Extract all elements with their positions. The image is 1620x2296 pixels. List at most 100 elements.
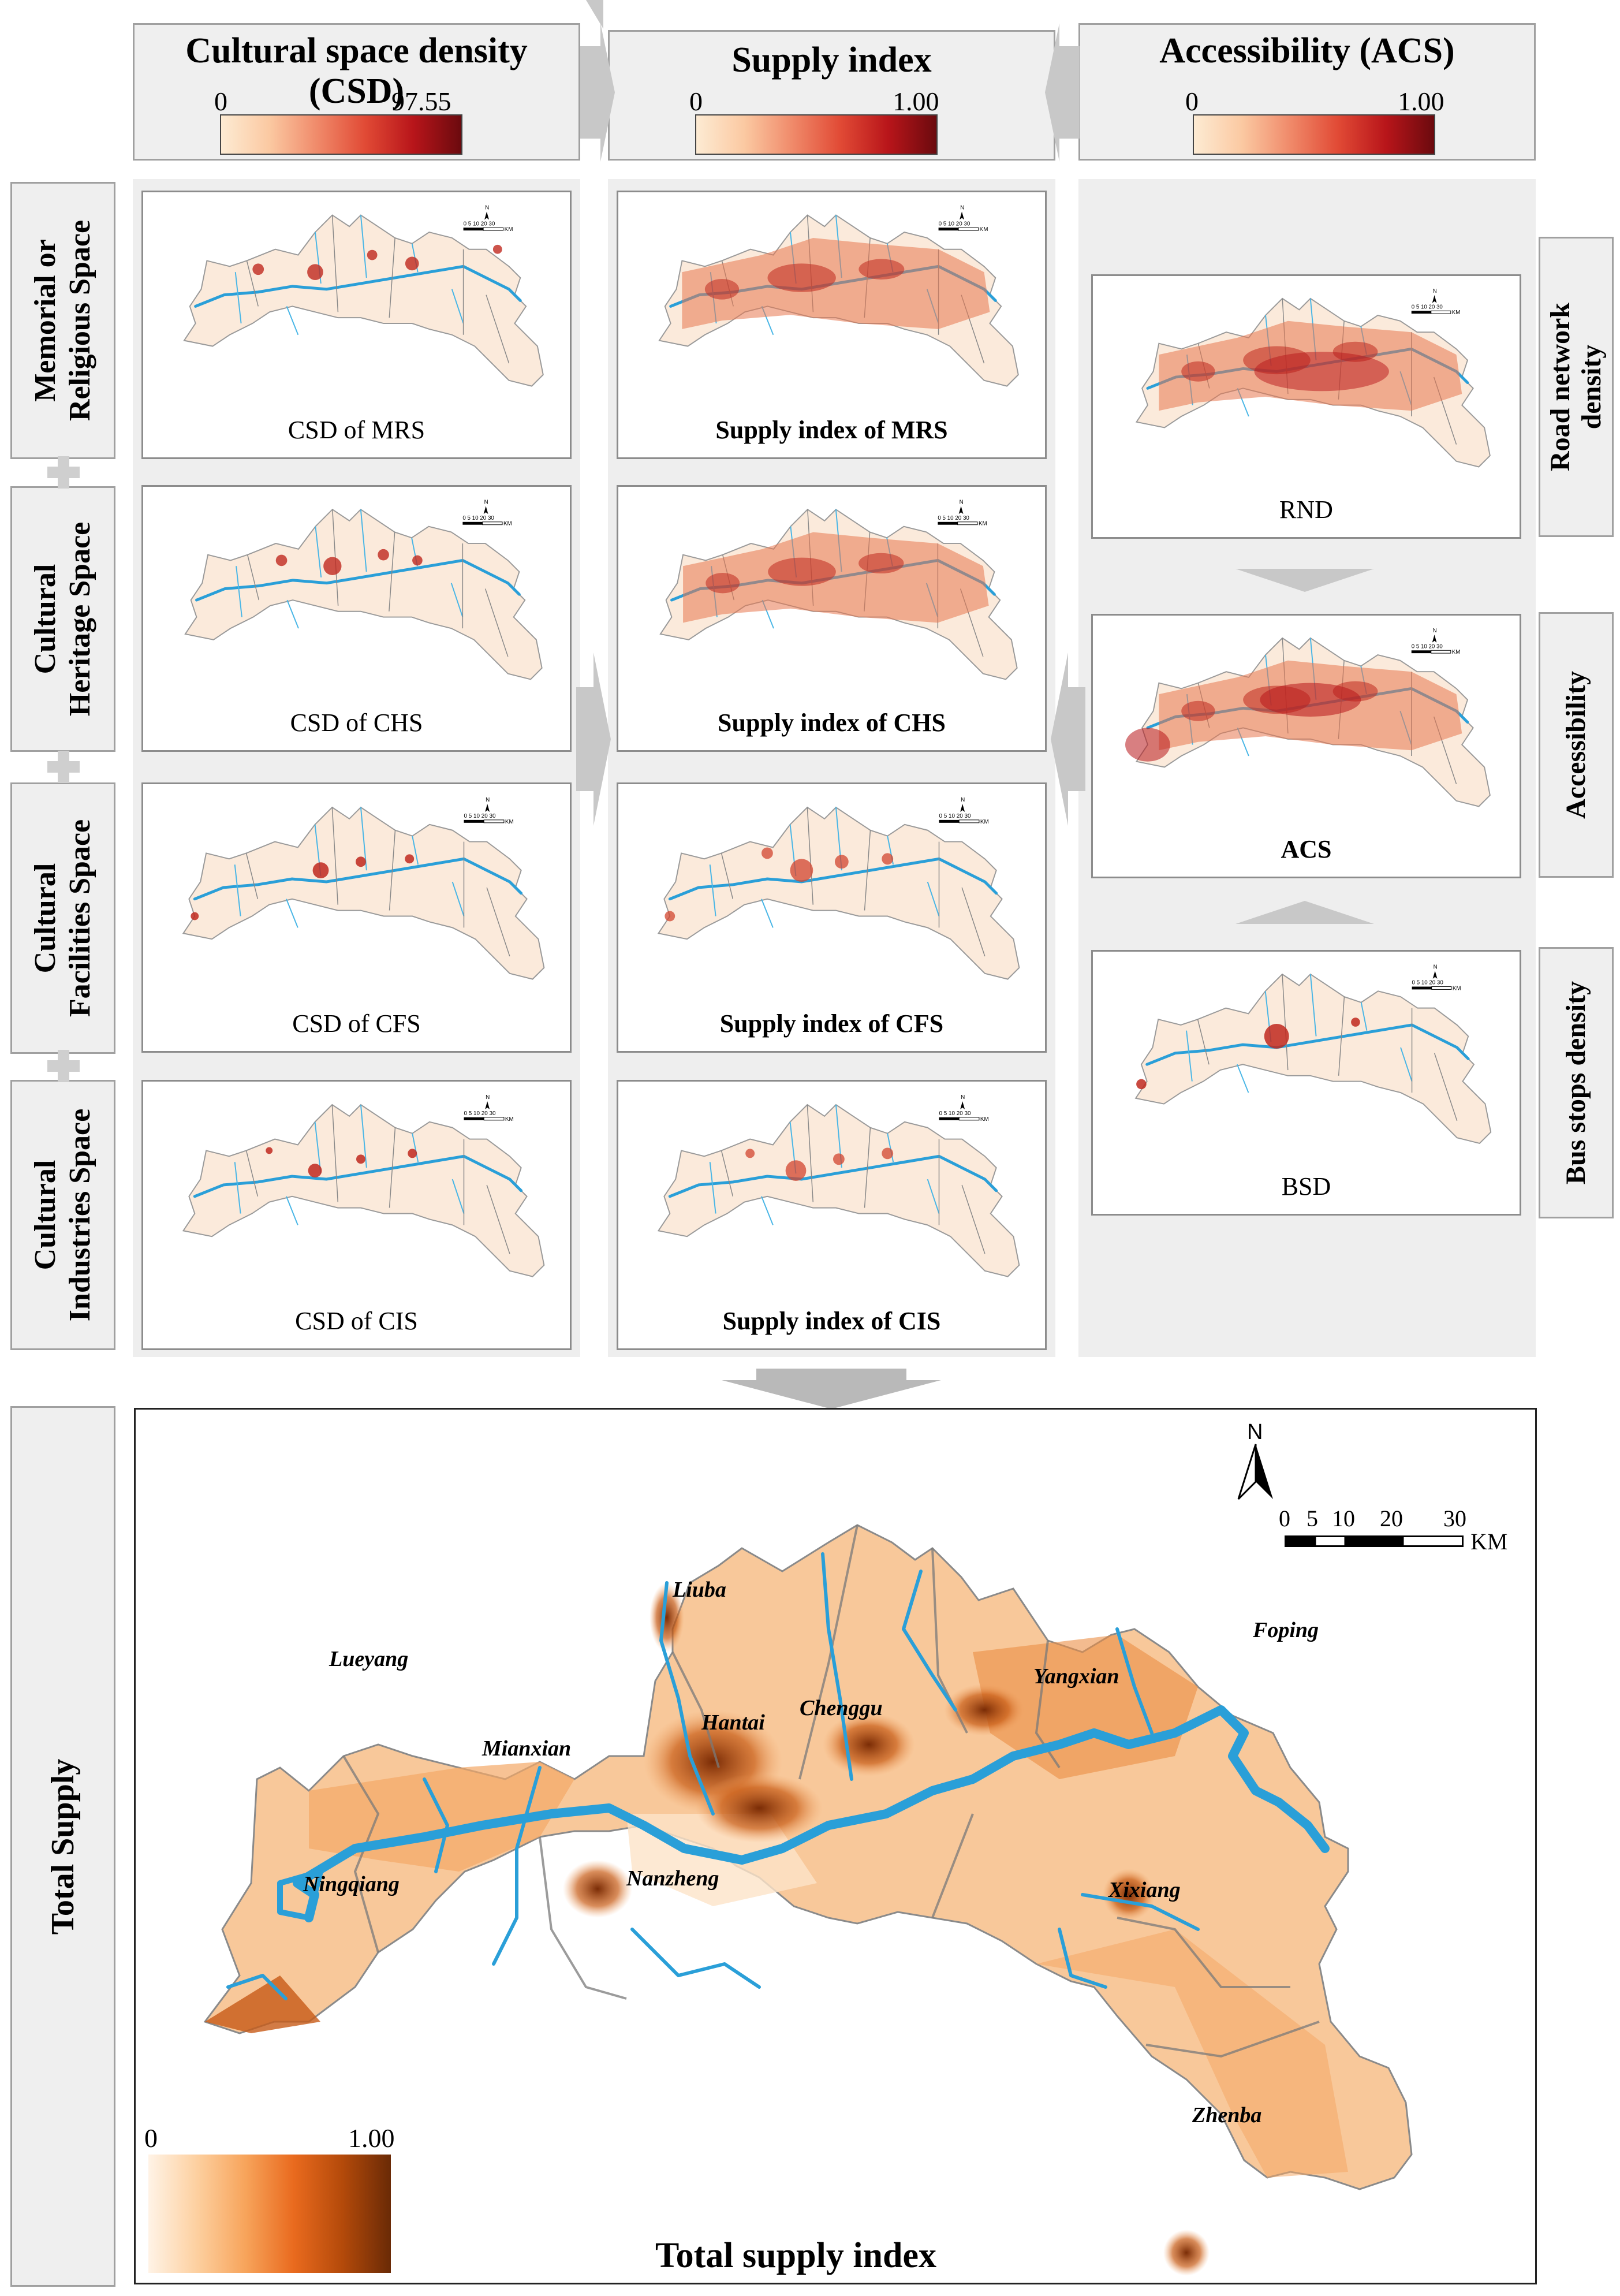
map-supply-cfs-graphic — [618, 784, 1045, 1051]
right-label-acs-line1: Accessibility — [1561, 671, 1591, 819]
arrow-down-total-icon — [722, 1369, 941, 1409]
right-label-rnd: Road network density — [1539, 237, 1614, 537]
city-foping: Foping — [1253, 1618, 1319, 1642]
total-supply-label-box: Total Supply — [10, 1406, 115, 2287]
right-label-acs: Accessibility — [1539, 612, 1614, 878]
arrow-up-icon — [1235, 901, 1374, 924]
panel-arrow-right-icon — [576, 653, 611, 826]
row-label-cis-line1: Cultural — [29, 1160, 62, 1270]
right-label-rnd-line1: Road network — [1545, 302, 1576, 472]
header-supply-title: Supply index — [731, 40, 932, 80]
supply-legend-bar — [695, 114, 938, 155]
city-nanzheng: Nanzheng — [626, 1866, 719, 1891]
header-supply: Supply index 0 1.00 — [608, 30, 1055, 161]
scale-ticks: 0 5 10 20 30 — [1279, 1505, 1469, 1531]
map-rnd-caption: RND — [1279, 495, 1333, 524]
row-label-chs-line1: Cultural — [29, 564, 62, 674]
scale-tick-20: 20 — [1380, 1505, 1403, 1531]
scale-tick-0: 0 — [1279, 1505, 1290, 1531]
map-supply-cfs: Supply index of CFS — [617, 782, 1047, 1053]
map-bsd-graphic — [1093, 952, 1520, 1214]
arrow-left-icon — [1045, 23, 1080, 162]
city-liuba: Liuba — [673, 1578, 726, 1602]
map-supply-cis: Supply index of CIS — [617, 1080, 1047, 1350]
csd-legend-max: 97.55 — [391, 87, 451, 116]
city-xixiang: Xixiang — [1108, 1878, 1181, 1902]
plus-icon — [47, 1050, 80, 1082]
total-legend-max: 1.00 — [348, 2123, 395, 2153]
map-csd-cis: CSD of CIS — [141, 1080, 572, 1350]
supply-legend-max: 1.00 — [893, 87, 939, 116]
acs-legend-bar — [1193, 114, 1435, 155]
total-map-graphic — [203, 1524, 1413, 2276]
map-csd-chs: CSD of CHS — [141, 485, 572, 752]
supply-legend-min: 0 — [689, 87, 703, 116]
city-lueyang: Lueyang — [329, 1647, 409, 1671]
map-bsd: BSD — [1091, 950, 1521, 1216]
row-label-chs: Cultural Heritage Space — [10, 486, 115, 752]
scale-tick-30: 30 — [1443, 1505, 1466, 1531]
city-yangxian: Yangxian — [1033, 1664, 1119, 1689]
map-csd-cfs-graphic — [143, 784, 570, 1051]
map-csd-cis-caption: CSD of CIS — [295, 1307, 418, 1335]
map-supply-mrs-caption: Supply index of MRS — [715, 416, 948, 444]
map-rnd: RND — [1091, 274, 1521, 539]
north-label: N — [1247, 1420, 1263, 1444]
panel-arrow-left-icon — [1051, 653, 1085, 826]
acs-legend-min: 0 — [1185, 87, 1199, 116]
header-csd: Cultural space density (CSD) 0 97.55 — [133, 23, 580, 161]
map-csd-cfs: CSD of CFS — [141, 782, 572, 1053]
map-rnd-graphic — [1093, 276, 1520, 537]
map-supply-cfs-caption: Supply index of CFS — [719, 1009, 944, 1038]
scale-tick-5: 5 — [1307, 1505, 1318, 1531]
city-ningqiang: Ningqiang — [303, 1872, 400, 1896]
plus-icon — [47, 456, 80, 489]
map-supply-chs-caption: Supply index of CHS — [718, 709, 946, 737]
map-csd-mrs: CSD of MRS — [141, 191, 572, 459]
row-label-cfs-line1: Cultural — [29, 863, 62, 974]
map-supply-mrs: Supply index of MRS — [617, 191, 1047, 459]
scale-tick-10: 10 — [1332, 1505, 1355, 1531]
map-csd-chs-graphic — [143, 487, 570, 750]
row-label-cfs-line2: Facilities Space — [64, 819, 96, 1017]
map-supply-chs: Supply index of CHS — [617, 485, 1047, 752]
city-hantai: Hantai — [701, 1710, 765, 1735]
map-acs-caption: ACS — [1281, 835, 1332, 863]
city-mianxian: Mianxian — [482, 1736, 572, 1761]
north-arrow-icon — [1237, 1444, 1273, 1500]
map-supply-cis-graphic — [618, 1082, 1045, 1348]
map-acs: ACS — [1091, 614, 1521, 878]
row-label-mrs-line1: Memorial or — [29, 239, 62, 402]
map-csd-cis-graphic — [143, 1082, 570, 1348]
total-map-frame: Liuba Lueyang Foping Yangxian Chenggu Ha… — [134, 1408, 1537, 2284]
plus-icon — [47, 751, 80, 783]
row-label-cis: Cultural Industries Space — [10, 1080, 115, 1350]
arrow-down-icon — [1235, 569, 1374, 592]
row-label-cis-line2: Industries Space — [64, 1108, 96, 1322]
total-title: Total supply index — [655, 2236, 937, 2275]
csd-legend-min: 0 — [214, 87, 227, 116]
acs-legend-max: 1.00 — [1398, 87, 1444, 116]
map-csd-chs-caption: CSD of CHS — [290, 709, 423, 737]
map-supply-cis-caption: Supply index of CIS — [722, 1307, 941, 1335]
row-label-cfs: Cultural Facilities Space — [10, 782, 115, 1054]
header-acs: Accessibility (ACS) 0 1.00 — [1078, 23, 1536, 161]
map-csd-mrs-caption: CSD of MRS — [288, 416, 425, 444]
row-label-mrs-line2: Religious Space — [64, 219, 96, 422]
csd-legend-bar — [220, 114, 462, 155]
row-label-chs-line2: Heritage Space — [64, 521, 96, 717]
city-zhenba: Zhenba — [1192, 2103, 1262, 2127]
scale-unit: KM — [1470, 1529, 1508, 1555]
total-legend-bar — [148, 2155, 391, 2273]
map-csd-cfs-caption: CSD of CFS — [292, 1009, 421, 1038]
row-label-mrs: Memorial or Religious Space — [10, 182, 115, 459]
right-label-bsd-line1: Bus stops density — [1561, 981, 1591, 1185]
header-acs-title: Accessibility (ACS) — [1159, 31, 1455, 70]
right-label-rnd-line2: density — [1576, 344, 1607, 430]
map-bsd-caption: BSD — [1281, 1172, 1331, 1201]
map-csd-mrs-graphic — [143, 192, 570, 457]
scale-bar — [1285, 1535, 1464, 1547]
arrow-right-icon — [580, 0, 615, 162]
right-label-bsd: Bus stops density — [1539, 947, 1614, 1218]
city-chenggu: Chenggu — [800, 1696, 883, 1720]
